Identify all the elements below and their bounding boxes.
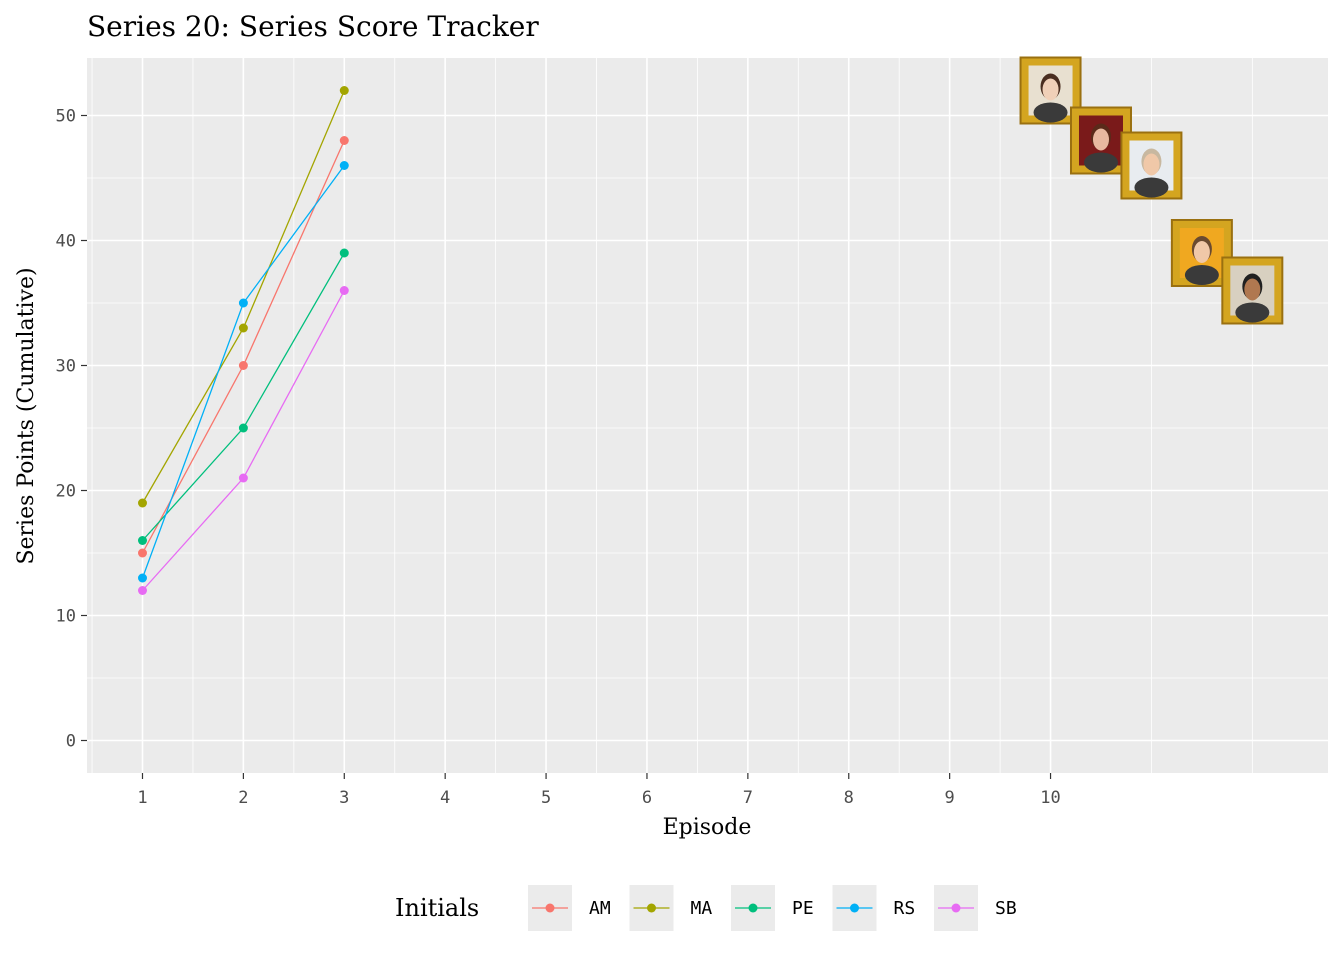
data-point-sb (238, 473, 248, 483)
data-point-rs (238, 298, 248, 308)
legend-key-point (748, 903, 758, 913)
major-gridlines (87, 58, 1328, 773)
x-tick-label: 3 (339, 788, 349, 808)
x-tick-label: 8 (844, 788, 854, 808)
data-point-pe (137, 536, 147, 545)
x-axis: 1 2 3 4 5 6 7 8 9 10 (137, 773, 1061, 808)
x-tick-label: 2 (238, 788, 248, 808)
data-point-am (339, 136, 349, 145)
data-point-rs (339, 161, 349, 170)
legend-label: MA (691, 898, 713, 919)
legend: Initials AM MA PE RS SB (395, 885, 1017, 931)
legend-title: Initials (395, 894, 479, 922)
legend-key-point (647, 903, 656, 913)
legend-label: PE (792, 898, 814, 919)
portrait-sb (1221, 256, 1284, 325)
portrait-face (1143, 153, 1160, 176)
x-tick-label: 10 (1040, 788, 1060, 808)
legend-item-sb: SB (934, 885, 1017, 931)
legend-item-rs: RS (832, 885, 916, 931)
y-axis-title: Series Points (Cumulative) (14, 267, 39, 564)
y-axis: 0 10 20 30 40 50 (56, 107, 87, 752)
data-point-pe (339, 248, 349, 258)
data-point-sb (339, 286, 349, 295)
legend-label: AM (589, 898, 611, 919)
portrait-face (1092, 128, 1109, 151)
legend-key-point (850, 903, 859, 913)
y-tick-label: 0 (66, 732, 76, 752)
portrait-shoulders (1235, 302, 1270, 323)
portrait-face (1193, 241, 1210, 263)
portrait-rs (1120, 131, 1183, 200)
minor-gridlines (87, 58, 1328, 773)
x-tick-label: 1 (137, 788, 147, 808)
chart-title: Series 20: Series Score Tracker (87, 10, 539, 43)
data-point-pe (238, 423, 248, 433)
data-point-ma (339, 86, 349, 95)
portrait-face (1244, 278, 1261, 301)
portrait-shoulders (1083, 152, 1118, 173)
x-tick-label: 6 (642, 788, 652, 808)
x-tick-label: 4 (440, 788, 450, 808)
y-tick-label: 20 (56, 482, 76, 502)
series-layer (137, 86, 349, 595)
y-tick-label: 40 (56, 232, 76, 252)
legend-item-pe: PE (731, 885, 814, 931)
legend-key-point (951, 903, 961, 913)
y-tick-label: 50 (56, 107, 76, 127)
legend-item-ma: MA (629, 885, 713, 931)
data-point-am (137, 548, 147, 558)
data-point-ma (137, 498, 147, 508)
data-point-sb (137, 586, 147, 595)
data-point-rs (137, 573, 147, 583)
data-point-ma (238, 323, 248, 333)
x-axis-title: Episode (663, 815, 752, 840)
x-tick-label: 7 (743, 788, 753, 808)
data-point-am (238, 361, 248, 370)
y-tick-label: 10 (56, 607, 76, 627)
portrait-shoulders (1033, 102, 1068, 123)
portrait-face (1042, 78, 1059, 101)
y-tick-label: 30 (56, 357, 76, 377)
legend-key-point (545, 903, 555, 913)
portrait-shoulders (1134, 177, 1169, 198)
legend-label: SB (995, 898, 1017, 919)
portrait-layer (1019, 56, 1284, 325)
portrait-pe (1170, 219, 1233, 287)
portrait-shoulders (1184, 265, 1219, 285)
legend-label: RS (894, 898, 916, 919)
x-tick-label: 5 (541, 788, 551, 808)
x-tick-label: 9 (945, 788, 955, 808)
legend-item-am: AM (528, 885, 611, 931)
